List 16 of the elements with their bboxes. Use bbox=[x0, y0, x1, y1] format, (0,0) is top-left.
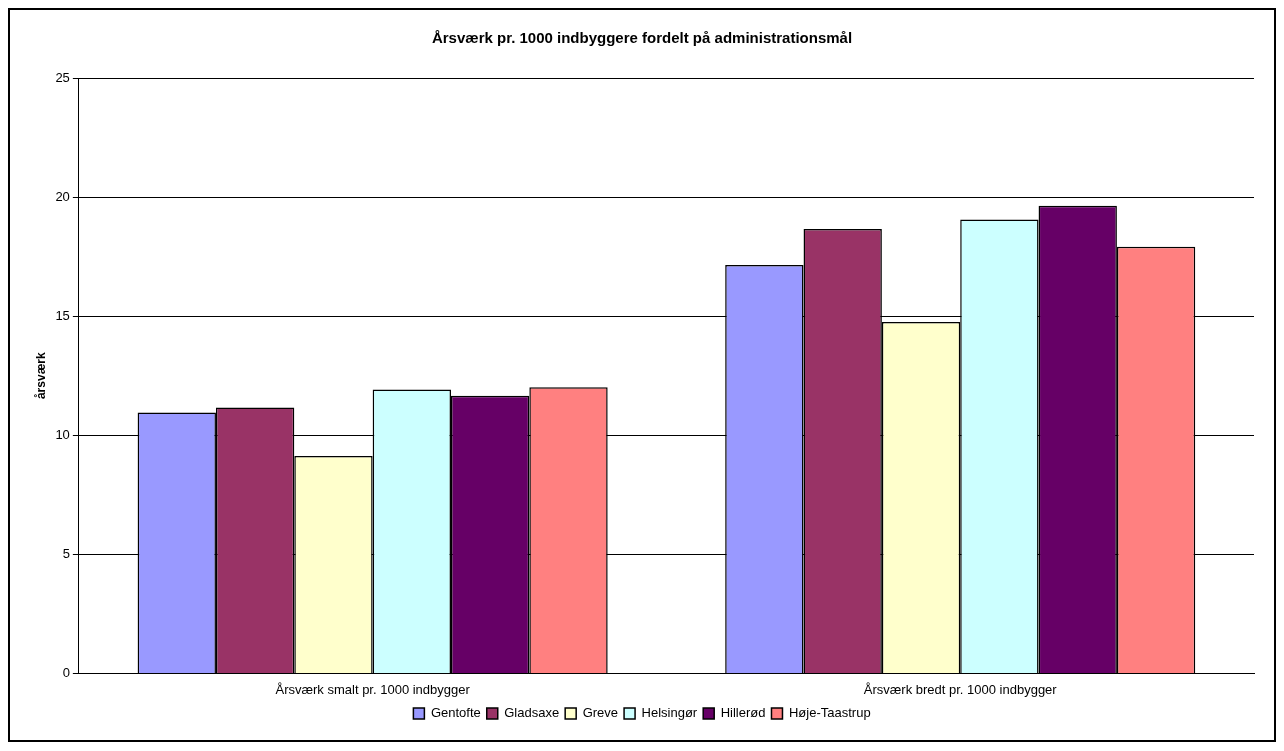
legend-label: Greve bbox=[582, 705, 619, 721]
legend-label: Gentofte bbox=[430, 705, 481, 721]
chart-title: Årsværk pr. 1000 indbyggere fordelt på administrationsmål bbox=[431, 29, 853, 47]
y-tick-label: 10 bbox=[55, 426, 70, 442]
legend-label: Høje-Taastrup bbox=[788, 705, 871, 721]
legend-label: Helsingør bbox=[641, 705, 698, 721]
y-axis-title: årsværk bbox=[33, 352, 48, 400]
y-tick-label: 25 bbox=[55, 69, 70, 85]
x-tick-label: Årsværk bredt pr. 1000 indbygger bbox=[863, 681, 1058, 697]
y-tick-label: 15 bbox=[55, 307, 70, 323]
legend-label: Hillerød bbox=[720, 705, 766, 721]
y-tick-label: 5 bbox=[62, 545, 70, 561]
legend-label: Gladsaxe bbox=[504, 705, 560, 721]
y-tick-label: 0 bbox=[62, 664, 70, 680]
y-tick-label: 20 bbox=[55, 188, 70, 204]
x-tick-label: Årsværk smalt pr. 1000 indbygger bbox=[275, 681, 471, 697]
